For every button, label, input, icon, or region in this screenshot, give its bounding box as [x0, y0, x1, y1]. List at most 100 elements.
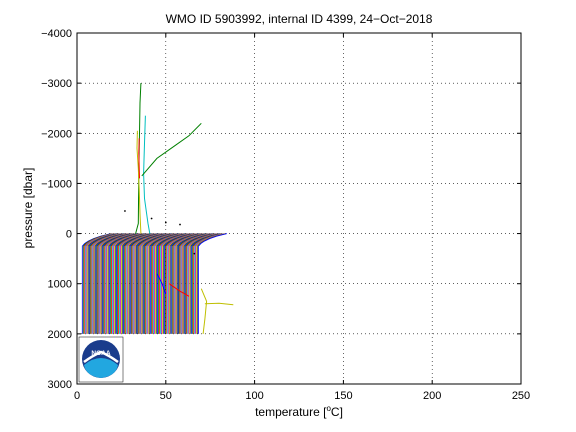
y-tick-label: −1000 — [41, 178, 72, 190]
profile-line — [129, 233, 159, 334]
profile-line — [120, 233, 149, 334]
profile-line — [194, 233, 224, 334]
profile-line — [170, 233, 200, 334]
profile-line — [179, 233, 209, 334]
profile-line — [117, 233, 146, 334]
profile-line — [96, 233, 126, 334]
profile-line — [150, 233, 180, 334]
profile-line — [106, 233, 136, 334]
profile-line — [188, 233, 218, 334]
profile-line — [136, 233, 166, 334]
profile-line — [133, 233, 163, 334]
series-line — [143, 115, 151, 234]
profile-line — [97, 233, 127, 334]
y-tick-label: −3000 — [41, 78, 72, 90]
profile-line — [161, 233, 190, 334]
profile-line — [165, 233, 194, 334]
data-point — [193, 252, 196, 255]
profile-line — [190, 233, 220, 334]
profile-line — [140, 233, 170, 334]
profile-line — [125, 233, 155, 334]
profile-line — [182, 233, 212, 334]
profile-line — [173, 233, 203, 334]
data-point — [150, 217, 153, 220]
profile-line — [128, 233, 158, 334]
data-point — [179, 223, 181, 226]
profile-line — [123, 233, 153, 334]
y-axis-ticks: −4000 −3000 −2000 −1000 0 1000 2000 3000 — [41, 28, 521, 391]
profile-line — [191, 233, 221, 334]
profile-line — [111, 233, 141, 334]
profile-line — [178, 233, 208, 334]
x-tick-label: 200 — [423, 390, 441, 402]
profile-line — [114, 233, 144, 334]
profile-line — [122, 233, 151, 334]
profile-line — [195, 233, 225, 334]
profile-line — [110, 233, 140, 334]
series-line — [138, 138, 140, 179]
profile-line — [147, 233, 177, 334]
profile-line — [99, 233, 129, 334]
profile-line — [168, 233, 198, 334]
x-tick-label: 100 — [245, 390, 263, 402]
profile-line — [186, 233, 216, 334]
profile-line — [91, 233, 121, 334]
noaa-logo: NOAA — [78, 336, 124, 383]
profile-line — [196, 233, 226, 334]
profile-line — [144, 233, 174, 334]
series-line — [169, 283, 190, 297]
profile-line — [143, 233, 173, 334]
profile-line — [85, 233, 115, 334]
profile-line — [160, 233, 189, 334]
profile-line — [151, 233, 181, 334]
profile-line — [135, 233, 165, 334]
profile-line — [123, 233, 152, 334]
profile-line — [134, 233, 164, 334]
profile-line — [94, 233, 124, 334]
profile-line — [81, 233, 111, 334]
profile-line — [148, 233, 178, 334]
profile-line — [112, 233, 142, 334]
profile-line — [167, 233, 197, 334]
profile-line — [84, 233, 114, 334]
data-series — [135, 83, 234, 334]
profile-line — [142, 233, 172, 334]
y-tick-label: 1000 — [48, 279, 72, 291]
y-tick-label: −2000 — [41, 128, 72, 140]
data-points — [124, 210, 196, 255]
profile-line — [121, 233, 150, 334]
profile-line — [175, 233, 205, 334]
profile-line — [198, 233, 228, 334]
profile-line — [127, 233, 157, 334]
profile-line — [172, 233, 202, 334]
profile-line — [156, 233, 186, 334]
profile-line — [89, 233, 119, 334]
series-line — [141, 122, 202, 177]
profile-line — [189, 233, 219, 334]
profile-line — [153, 233, 183, 334]
series-line — [136, 130, 142, 234]
profile-line — [82, 233, 112, 334]
profile-line — [141, 233, 171, 334]
profile-line — [183, 233, 213, 334]
profile-line — [102, 233, 132, 334]
profile-line — [130, 233, 160, 334]
profile-line — [100, 233, 130, 334]
profile-line — [115, 233, 145, 334]
profile-line — [93, 233, 123, 334]
profile-line — [95, 233, 125, 334]
profile-line — [192, 233, 222, 334]
profile-line — [146, 233, 176, 334]
data-point — [164, 221, 167, 224]
profile-line — [132, 233, 162, 334]
x-tick-label: 250 — [512, 390, 530, 402]
series-line — [156, 273, 167, 294]
profile-line — [159, 233, 188, 334]
profile-line — [171, 233, 201, 334]
profile-line — [139, 233, 169, 334]
profile-line — [126, 233, 156, 334]
profile-line — [131, 233, 161, 334]
profile-line — [164, 233, 193, 334]
data-point — [124, 210, 126, 212]
